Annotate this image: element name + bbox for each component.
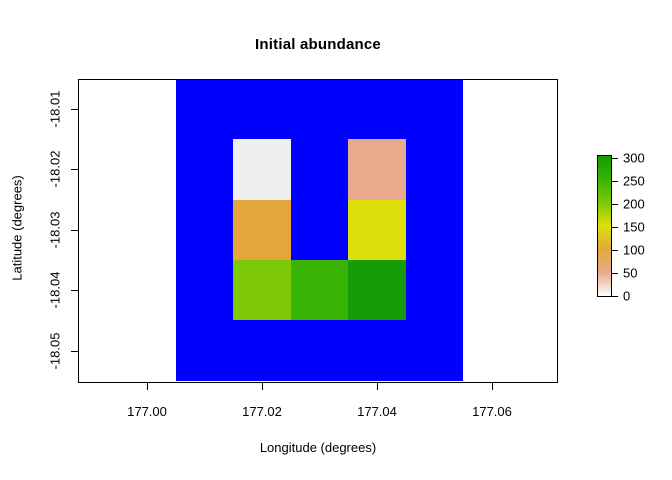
x-tick-label: 177.02: [242, 404, 282, 419]
x-tick-mark: [377, 383, 378, 390]
y-tick-label: -18.05: [47, 332, 63, 370]
abundance-cell: [233, 260, 291, 321]
colorbar-tick-label: 100: [623, 242, 645, 258]
colorbar-tick-label: 250: [623, 173, 645, 189]
colorbar-tick-label: 300: [623, 150, 645, 166]
y-tick-mark: [71, 169, 78, 171]
plot-area: [78, 79, 558, 383]
colorbar-tick-label: 50: [623, 265, 638, 281]
colorbar-tick-mark: [611, 158, 618, 159]
colorbar-tick-label: 150: [623, 219, 645, 235]
x-tick-label: 177.06: [472, 404, 512, 419]
abundance-cell: [290, 260, 349, 321]
x-tick-mark: [262, 383, 263, 390]
x-axis-label: Longitude (degrees): [259, 440, 377, 455]
colorbar-legend: [597, 155, 612, 297]
y-tick-label: -18.01: [47, 90, 63, 128]
raster-background: [175, 80, 464, 381]
colorbar-tick-mark: [611, 181, 618, 182]
abundance-cell: [348, 199, 406, 260]
colorbar-tick-mark: [611, 204, 618, 205]
colorbar-tick-label: 0: [623, 288, 631, 304]
y-tick-mark: [71, 229, 78, 231]
colorbar-tick-mark: [611, 296, 618, 297]
y-tick-label: -18.04: [47, 271, 63, 309]
x-tick-mark: [492, 383, 493, 390]
y-tick-mark: [71, 290, 78, 292]
y-tick-label: -18.02: [47, 150, 63, 188]
abundance-cell: [233, 139, 291, 200]
chart-title: Initial abundance: [255, 36, 381, 53]
abundance-cell: [348, 260, 406, 321]
y-axis-label: Latitude (degrees): [9, 175, 25, 281]
y-tick-mark: [71, 109, 78, 110]
plot-raster-layer: [79, 80, 557, 382]
colorbar-tick-mark: [611, 227, 618, 228]
y-tick-mark: [71, 350, 78, 352]
colorbar-tick-label: 200: [623, 196, 645, 212]
y-tick-label: -18.03: [47, 211, 63, 249]
x-tick-mark: [147, 383, 148, 390]
x-tick-label: 177.00: [127, 404, 167, 419]
colorbar-tick-mark: [611, 250, 618, 251]
x-tick-label: 177.04: [357, 404, 397, 419]
abundance-cell: [348, 139, 406, 200]
abundance-cell: [233, 199, 291, 260]
colorbar-tick-mark: [611, 273, 618, 274]
